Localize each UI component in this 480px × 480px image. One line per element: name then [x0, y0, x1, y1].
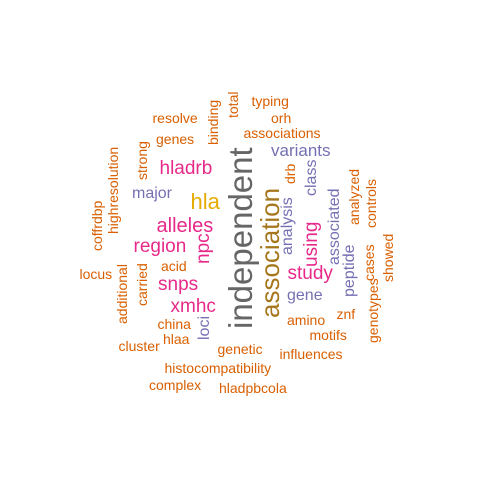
- word-histocompatibility: histocompatibility: [164, 360, 272, 376]
- word-associations: associations: [243, 125, 321, 141]
- word-using: using: [300, 221, 322, 267]
- word-motifs: motifs: [309, 327, 347, 343]
- word-study: study: [287, 262, 333, 284]
- word-additional: additional: [114, 264, 130, 324]
- word-drb: drb: [282, 163, 298, 184]
- word-resolve: resolve: [152, 110, 198, 126]
- word-class: class: [303, 159, 320, 196]
- word-npc: npc: [192, 232, 214, 264]
- word-typing: typing: [251, 93, 289, 109]
- word-carried: carried: [134, 262, 150, 306]
- word-region: region: [133, 235, 187, 257]
- word-coffrdbp: coffrdbp: [89, 200, 105, 251]
- word-hla: hla: [190, 189, 220, 214]
- word-peptide: peptide: [341, 244, 358, 297]
- word-amino: amino: [287, 312, 326, 328]
- word-influences: influences: [279, 346, 343, 362]
- word-orh: orh: [271, 110, 292, 126]
- word-controls: controls: [363, 178, 379, 228]
- word-acid: acid: [161, 258, 187, 274]
- word-china: china: [157, 316, 191, 332]
- word-locus: locus: [79, 266, 113, 282]
- word-showed: showed: [380, 233, 396, 282]
- word-znf: znf: [336, 306, 356, 322]
- word-xmhc: xmhc: [170, 295, 216, 317]
- word-variants: variants: [271, 140, 331, 160]
- word-genetic: genetic: [217, 341, 263, 357]
- word-gene: gene: [287, 287, 323, 304]
- word-complex: complex: [149, 377, 202, 393]
- word-cases: cases: [361, 243, 377, 281]
- word-cluster: cluster: [118, 338, 160, 354]
- word-highresolution: highresolution: [105, 146, 121, 234]
- word-analyzed: analyzed: [346, 168, 362, 225]
- word-independent: independent: [221, 147, 259, 329]
- word-genotypes: genotypes: [365, 277, 381, 343]
- word-binding: binding: [205, 99, 221, 145]
- word-hladrb: hladrb: [159, 157, 213, 179]
- word-hladpbcola: hladpbcola: [219, 380, 287, 396]
- word-major: major: [132, 185, 173, 202]
- word-strong: strong: [134, 140, 150, 180]
- word-alleles: alleles: [156, 215, 214, 237]
- word-genes: genes: [156, 131, 195, 147]
- word-total: total: [225, 91, 241, 118]
- word-loci: loci: [196, 315, 213, 340]
- word-snps: snps: [158, 273, 199, 295]
- word-analysis: analysis: [279, 197, 296, 255]
- word-hlaa: hlaa: [163, 331, 190, 347]
